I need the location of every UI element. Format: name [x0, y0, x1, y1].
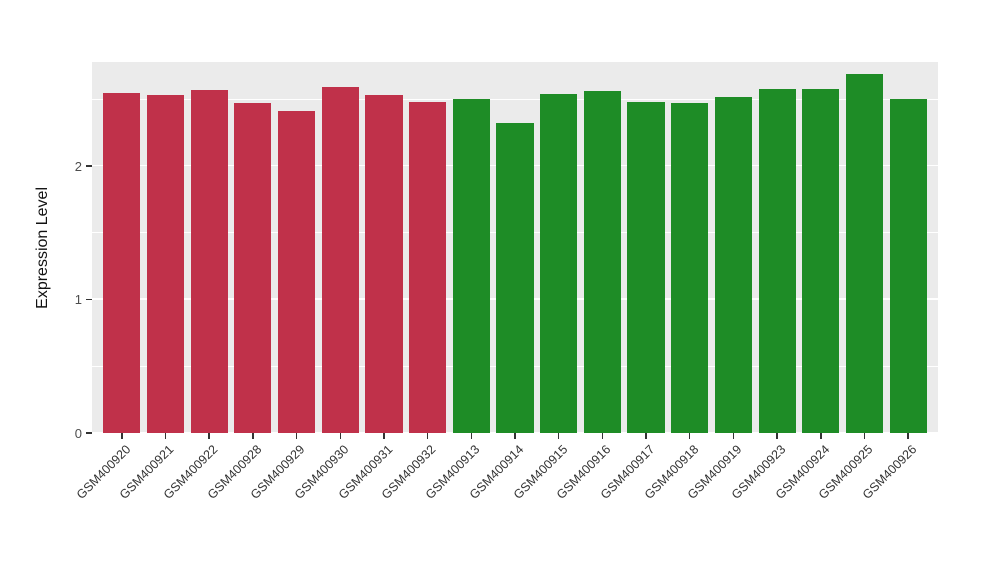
bar-GSM400923	[758, 88, 796, 433]
x-tick-mark	[820, 433, 822, 439]
bar-GSM400917	[627, 102, 665, 433]
x-tick-mark	[470, 433, 473, 439]
x-tick-mark	[732, 433, 735, 439]
x-tick-mark	[121, 433, 123, 439]
bar-GSM400920	[103, 92, 141, 433]
y-tick-label: 1	[74, 292, 82, 308]
bar-GSM400929	[278, 111, 316, 433]
x-tick-mark	[252, 433, 254, 439]
bar-GSM400914	[496, 123, 534, 433]
x-tick-mark	[339, 433, 341, 439]
y-tick-label: 2	[74, 158, 82, 174]
x-tick-mark	[164, 433, 167, 439]
x-tick-mark	[645, 433, 647, 439]
bar-GSM400925	[845, 74, 884, 433]
bar-GSM400930	[321, 87, 359, 433]
y-axis-title: Expression Level	[34, 62, 52, 433]
bar-GSM400916	[583, 91, 621, 433]
bar-GSM400928	[234, 103, 272, 433]
x-tick-mark	[208, 433, 210, 439]
x-tick-mark	[688, 433, 691, 439]
bar-GSM400919	[714, 96, 752, 433]
x-tick-mark	[295, 433, 298, 439]
x-tick-mark	[514, 433, 516, 439]
x-tick-mark	[601, 433, 604, 439]
y-tick-mark	[86, 298, 92, 301]
y-tick-mark	[86, 432, 92, 434]
bar-GSM400921	[146, 95, 185, 433]
bar-GSM400922	[190, 90, 228, 433]
y-axis-title-text: Expression Level	[34, 186, 51, 309]
bar-GSM400932	[409, 102, 447, 433]
bar-GSM400931	[365, 95, 403, 433]
y-tick-mark	[86, 165, 92, 167]
bar-GSM400918	[671, 103, 709, 433]
bar-GSM400915	[540, 94, 578, 433]
x-tick-mark	[776, 433, 778, 439]
x-tick-mark	[557, 433, 560, 439]
x-tick-mark	[863, 433, 866, 439]
x-tick-mark	[426, 433, 429, 439]
x-tick-mark	[383, 433, 385, 439]
bar-GSM400926	[889, 99, 927, 433]
x-tick-mark	[907, 433, 909, 439]
bar-GSM400913	[452, 99, 490, 433]
minor-gridline	[92, 98, 938, 100]
y-tick-label: 0	[74, 425, 82, 441]
plot-panel	[92, 62, 938, 433]
bar-GSM400924	[802, 88, 840, 433]
